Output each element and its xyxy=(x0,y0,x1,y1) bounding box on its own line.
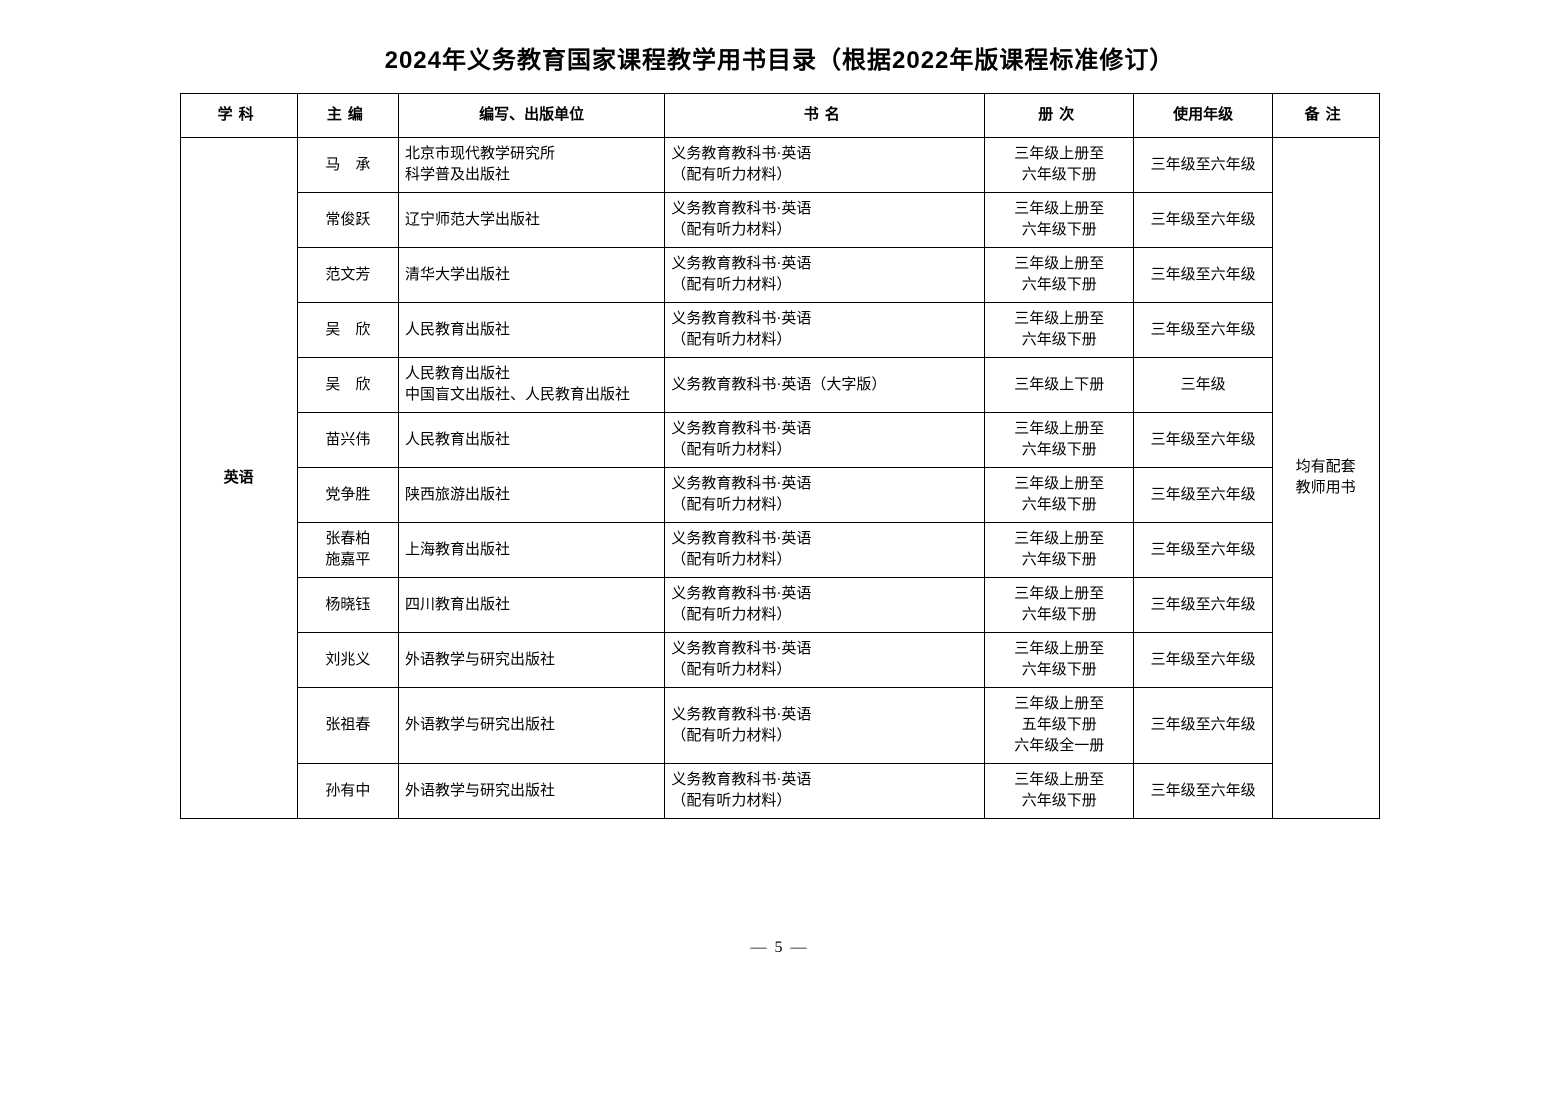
cell-editor: 党争胜 xyxy=(297,468,398,523)
header-volume: 册次 xyxy=(985,94,1134,138)
cell-book: 义务教育教科书·英语（配有听力材料） xyxy=(665,413,985,468)
cell-publisher: 外语教学与研究出版社 xyxy=(398,688,664,764)
cell-publisher: 人民教育出版社 xyxy=(398,413,664,468)
table-row: 张祖春外语教学与研究出版社义务教育教科书·英语（配有听力材料）三年级上册至五年级… xyxy=(180,688,1379,764)
cell-editor: 孙有中 xyxy=(297,764,398,819)
table-row: 常俊跃辽宁师范大学出版社义务教育教科书·英语（配有听力材料）三年级上册至六年级下… xyxy=(180,193,1379,248)
cell-grade: 三年级至六年级 xyxy=(1134,688,1273,764)
page-title: 2024年义务教育国家课程教学用书目录（根据2022年版课程标准修订） xyxy=(180,40,1380,75)
cell-volume: 三年级上册至六年级下册 xyxy=(985,633,1134,688)
cell-grade: 三年级至六年级 xyxy=(1134,578,1273,633)
cell-editor: 常俊跃 xyxy=(297,193,398,248)
cell-book: 义务教育教科书·英语（配有听力材料） xyxy=(665,248,985,303)
cell-book: 义务教育教科书·英语（配有听力材料） xyxy=(665,138,985,193)
cell-volume: 三年级上册至六年级下册 xyxy=(985,138,1134,193)
header-note: 备注 xyxy=(1272,94,1379,138)
cell-editor: 张祖春 xyxy=(297,688,398,764)
table-row: 吴 欣人民教育出版社义务教育教科书·英语（配有听力材料）三年级上册至六年级下册三… xyxy=(180,303,1379,358)
cell-volume: 三年级上册至六年级下册 xyxy=(985,764,1134,819)
table-row: 刘兆义外语教学与研究出版社义务教育教科书·英语（配有听力材料）三年级上册至六年级… xyxy=(180,633,1379,688)
page-number: — 5 — xyxy=(180,939,1380,957)
cell-publisher: 北京市现代教学研究所科学普及出版社 xyxy=(398,138,664,193)
cell-subject: 英语 xyxy=(180,138,297,819)
cell-volume: 三年级上册至五年级下册六年级全一册 xyxy=(985,688,1134,764)
textbook-table: 学科 主编 编写、出版单位 书名 册次 使用年级 备注 英语马 承北京市现代教学… xyxy=(180,93,1380,819)
cell-grade: 三年级至六年级 xyxy=(1134,303,1273,358)
header-publisher: 编写、出版单位 xyxy=(398,94,664,138)
cell-publisher: 清华大学出版社 xyxy=(398,248,664,303)
cell-book: 义务教育教科书·英语（大字版） xyxy=(665,358,985,413)
table-row: 孙有中外语教学与研究出版社义务教育教科书·英语（配有听力材料）三年级上册至六年级… xyxy=(180,764,1379,819)
table-row: 范文芳清华大学出版社义务教育教科书·英语（配有听力材料）三年级上册至六年级下册三… xyxy=(180,248,1379,303)
cell-volume: 三年级上册至六年级下册 xyxy=(985,468,1134,523)
cell-grade: 三年级至六年级 xyxy=(1134,193,1273,248)
table-row: 张春柏施嘉平上海教育出版社义务教育教科书·英语（配有听力材料）三年级上册至六年级… xyxy=(180,523,1379,578)
document-page: 2024年义务教育国家课程教学用书目录（根据2022年版课程标准修订） 学科 主… xyxy=(180,40,1380,957)
header-grade: 使用年级 xyxy=(1134,94,1273,138)
cell-publisher: 辽宁师范大学出版社 xyxy=(398,193,664,248)
table-body: 英语马 承北京市现代教学研究所科学普及出版社义务教育教科书·英语（配有听力材料）… xyxy=(180,138,1379,819)
cell-volume: 三年级上册至六年级下册 xyxy=(985,248,1134,303)
table-row: 党争胜陕西旅游出版社义务教育教科书·英语（配有听力材料）三年级上册至六年级下册三… xyxy=(180,468,1379,523)
header-subject: 学科 xyxy=(180,94,297,138)
cell-volume: 三年级上册至六年级下册 xyxy=(985,523,1134,578)
cell-publisher: 四川教育出版社 xyxy=(398,578,664,633)
cell-book: 义务教育教科书·英语（配有听力材料） xyxy=(665,468,985,523)
cell-grade: 三年级至六年级 xyxy=(1134,523,1273,578)
cell-grade: 三年级至六年级 xyxy=(1134,633,1273,688)
cell-volume: 三年级上册至六年级下册 xyxy=(985,578,1134,633)
cell-publisher: 外语教学与研究出版社 xyxy=(398,633,664,688)
cell-book: 义务教育教科书·英语（配有听力材料） xyxy=(665,764,985,819)
cell-grade: 三年级 xyxy=(1134,358,1273,413)
table-header-row: 学科 主编 编写、出版单位 书名 册次 使用年级 备注 xyxy=(180,94,1379,138)
table-row: 英语马 承北京市现代教学研究所科学普及出版社义务教育教科书·英语（配有听力材料）… xyxy=(180,138,1379,193)
cell-publisher: 人民教育出版社中国盲文出版社、人民教育出版社 xyxy=(398,358,664,413)
cell-book: 义务教育教科书·英语（配有听力材料） xyxy=(665,523,985,578)
cell-volume: 三年级上册至六年级下册 xyxy=(985,193,1134,248)
cell-publisher: 外语教学与研究出版社 xyxy=(398,764,664,819)
cell-grade: 三年级至六年级 xyxy=(1134,764,1273,819)
table-row: 吴 欣人民教育出版社中国盲文出版社、人民教育出版社义务教育教科书·英语（大字版）… xyxy=(180,358,1379,413)
header-editor: 主编 xyxy=(297,94,398,138)
cell-editor: 范文芳 xyxy=(297,248,398,303)
table-row: 苗兴伟人民教育出版社义务教育教科书·英语（配有听力材料）三年级上册至六年级下册三… xyxy=(180,413,1379,468)
cell-volume: 三年级上册至六年级下册 xyxy=(985,303,1134,358)
cell-volume: 三年级上下册 xyxy=(985,358,1134,413)
cell-grade: 三年级至六年级 xyxy=(1134,248,1273,303)
cell-grade: 三年级至六年级 xyxy=(1134,468,1273,523)
cell-book: 义务教育教科书·英语（配有听力材料） xyxy=(665,578,985,633)
cell-note: 均有配套教师用书 xyxy=(1272,138,1379,819)
header-book: 书名 xyxy=(665,94,985,138)
cell-editor: 张春柏施嘉平 xyxy=(297,523,398,578)
cell-book: 义务教育教科书·英语（配有听力材料） xyxy=(665,688,985,764)
cell-editor: 马 承 xyxy=(297,138,398,193)
cell-editor: 吴 欣 xyxy=(297,303,398,358)
cell-volume: 三年级上册至六年级下册 xyxy=(985,413,1134,468)
cell-book: 义务教育教科书·英语（配有听力材料） xyxy=(665,193,985,248)
cell-publisher: 陕西旅游出版社 xyxy=(398,468,664,523)
cell-editor: 吴 欣 xyxy=(297,358,398,413)
cell-grade: 三年级至六年级 xyxy=(1134,138,1273,193)
cell-publisher: 上海教育出版社 xyxy=(398,523,664,578)
cell-grade: 三年级至六年级 xyxy=(1134,413,1273,468)
cell-editor: 刘兆义 xyxy=(297,633,398,688)
cell-book: 义务教育教科书·英语（配有听力材料） xyxy=(665,633,985,688)
cell-editor: 苗兴伟 xyxy=(297,413,398,468)
cell-book: 义务教育教科书·英语（配有听力材料） xyxy=(665,303,985,358)
cell-editor: 杨晓钰 xyxy=(297,578,398,633)
cell-publisher: 人民教育出版社 xyxy=(398,303,664,358)
table-row: 杨晓钰四川教育出版社义务教育教科书·英语（配有听力材料）三年级上册至六年级下册三… xyxy=(180,578,1379,633)
